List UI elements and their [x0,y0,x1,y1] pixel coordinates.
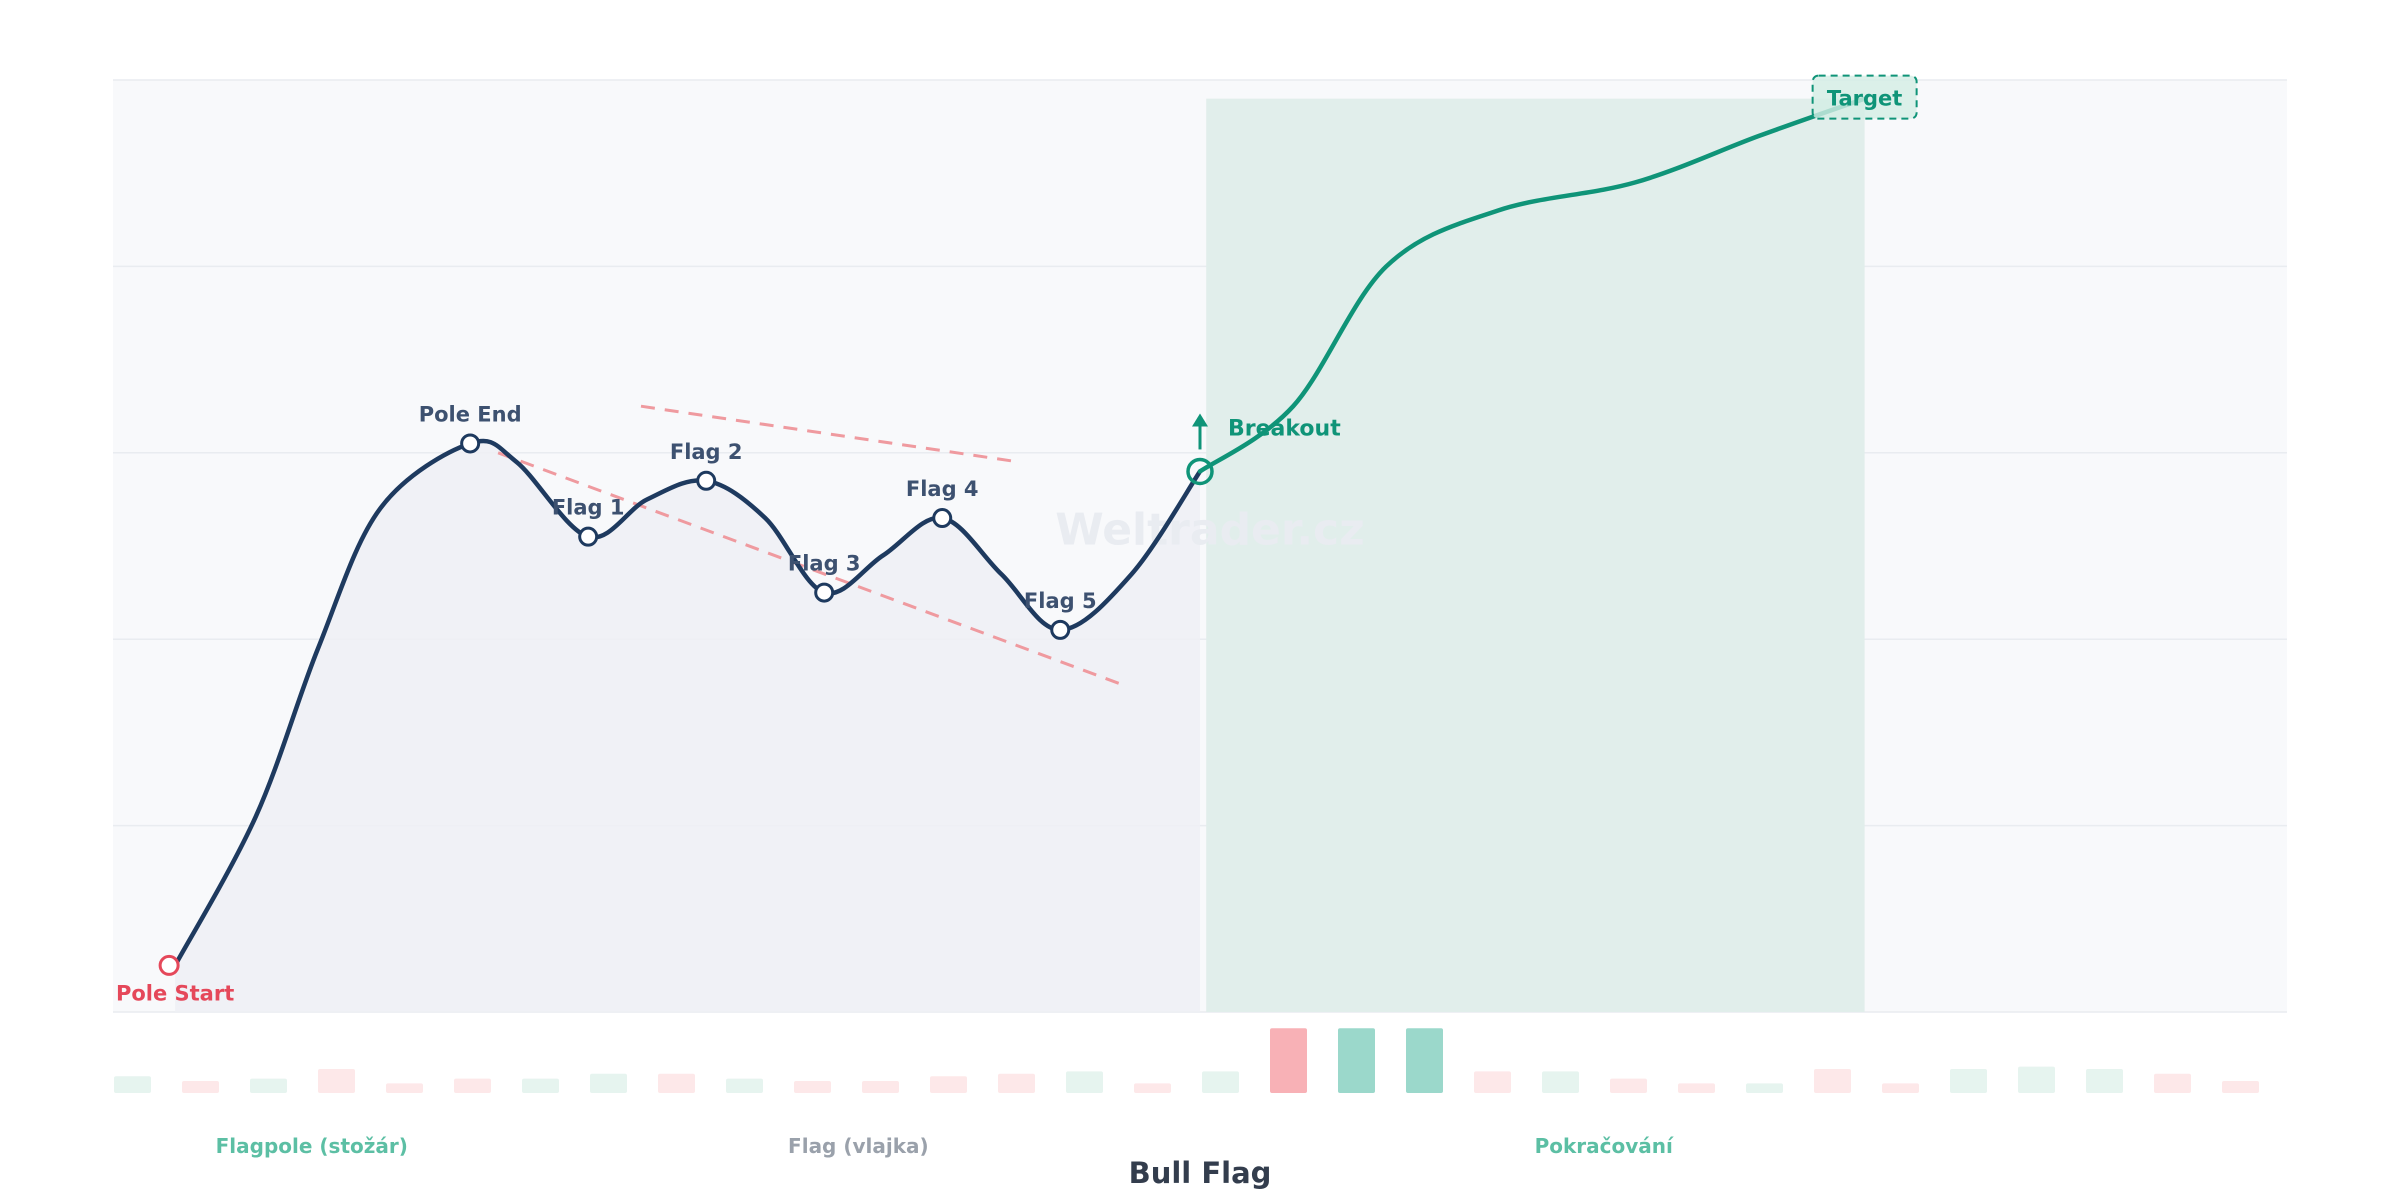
trendline-upper [640,404,1021,464]
area-fill-layer [175,440,1201,1012]
volume-bar [182,1081,219,1093]
price-line-layer [172,96,1867,968]
phase-label: Flagpole (stožár) [216,1134,408,1158]
volume-bar [1882,1083,1919,1093]
pattern-price-line [172,438,1203,968]
pivot-label: Flag 5 [1024,589,1097,613]
phase-label-layer: Flagpole (stožár) Flag (vlajka) Pokračován… [216,1134,1674,1158]
pole-start-marker [158,954,180,976]
volume-bar [2222,1081,2259,1093]
volume-bar [1270,1028,1307,1093]
pivot-marker [932,508,953,529]
volume-bar [1610,1078,1647,1093]
pivot-marker [1050,619,1071,640]
pivot-label: Pole End [419,402,522,426]
volume-bar [2154,1073,2191,1093]
breakout-label: Breakout [1228,416,1341,441]
volume-bar [250,1078,287,1093]
volume-bar [930,1076,967,1093]
volume-bar [318,1069,355,1093]
volume-layer [114,1028,2259,1093]
pivot-label: Flag 1 [552,496,625,520]
pivot-label: Flag 3 [788,552,861,576]
volume-bar [1066,1071,1103,1093]
volume-bar [1678,1083,1715,1093]
volume-bar [2086,1069,2123,1093]
volume-bar [1746,1083,1783,1093]
pivot-marker [578,526,599,547]
chart-title: Bull Flag [1129,1156,1272,1190]
volume-bar [794,1081,831,1093]
pole-start-label: Pole Start [116,981,234,1005]
volume-bar [998,1073,1035,1093]
pivot-label-layer: Pole Start Pole End Flag 1 Flag 2 Flag 3 Flag… [116,87,1902,1006]
breakout-marker [1186,457,1214,486]
pivot-marker [460,433,481,454]
pivot-label: Flag 4 [906,477,979,501]
pivot-marker [696,470,717,491]
phase-label: Flag (vlajka) [788,1134,929,1158]
volume-bar [1542,1071,1579,1093]
continuation-zone [1206,98,1865,1012]
volume-bar [454,1078,491,1093]
volume-bar [590,1073,627,1093]
volume-bar [862,1081,899,1093]
pivot-label: Flag 2 [670,440,743,464]
pivot-marker [814,582,835,603]
volume-bar [522,1078,559,1093]
volume-bar [1202,1071,1239,1093]
trendline-lower [497,451,1126,688]
volume-bar [1814,1069,1851,1093]
volume-bar [114,1076,151,1093]
pattern-area-fill [175,440,1201,1012]
target-box [1811,74,1918,120]
phase-label: Pokračování [1535,1134,1674,1158]
volume-bar [1338,1028,1375,1093]
volume-bar [658,1073,695,1093]
volume-bar [1134,1083,1171,1093]
continuation-price-line [1197,96,1867,474]
volume-bar [386,1083,423,1093]
volume-bar [1406,1028,1443,1093]
volume-bar [726,1078,763,1093]
watermark: Weltrader.cz [1055,505,1364,556]
breakout-arrow-icon [1192,413,1208,427]
continuation-zone-layer [1206,98,1865,1012]
trendline-layer [497,404,1126,688]
target-label: Target [1827,87,1902,111]
pivot-marker-layer [158,74,1918,976]
volume-bar [1950,1069,1987,1093]
volume-bar [1474,1071,1511,1093]
volume-bar [2018,1066,2055,1093]
